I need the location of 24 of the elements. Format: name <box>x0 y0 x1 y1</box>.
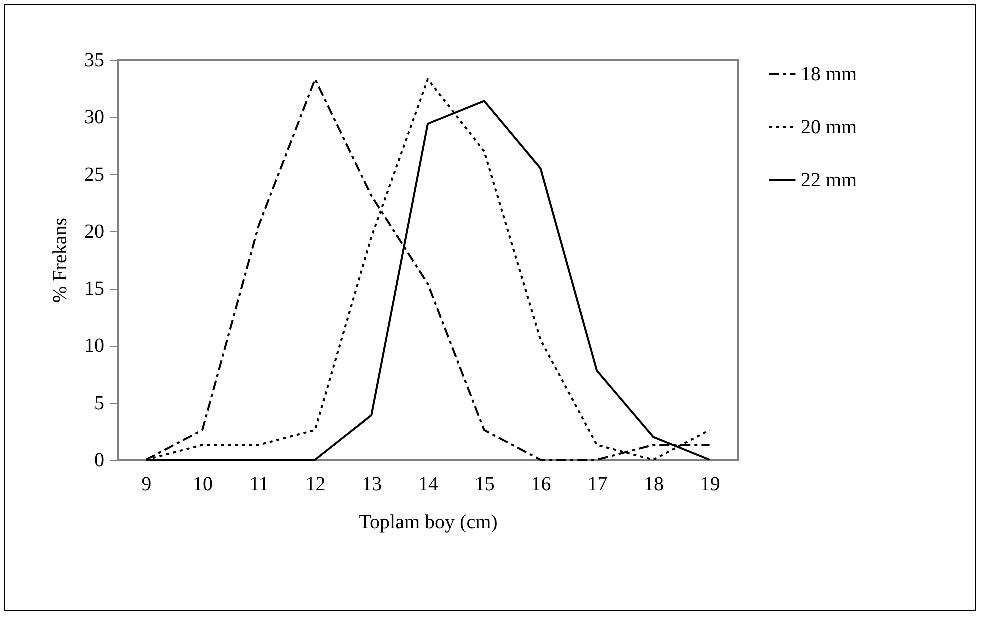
x-tick-label: 10 <box>193 474 214 496</box>
x-tick-label: 17 <box>588 474 608 496</box>
y-tick-label: 20 <box>84 220 104 243</box>
legend-label: 18 mm <box>801 64 858 86</box>
y-tick-label: 35 <box>84 50 104 72</box>
y-tick-label: 15 <box>84 278 104 300</box>
y-tick-label: 5 <box>94 392 104 414</box>
x-tick-label: 14 <box>418 474 438 496</box>
y-tick-label: 25 <box>84 164 104 186</box>
x-tick-label: 19 <box>700 474 720 496</box>
x-axis-title: Toplam boy (cm) <box>359 512 498 534</box>
x-tick-label: 15 <box>474 474 495 496</box>
y-tick-label: 0 <box>94 450 104 472</box>
x-tick-label: 12 <box>306 474 326 496</box>
x-tick-label: 18 <box>644 474 664 496</box>
y-tick-label: 30 <box>84 106 104 129</box>
legend-label: 22 mm <box>801 170 858 192</box>
x-tick-label: 11 <box>250 474 270 496</box>
x-tick-label: 16 <box>531 474 552 496</box>
x-tick-label: 13 <box>362 474 382 496</box>
legend-label: 20 mm <box>801 116 858 138</box>
y-tick-label: 10 <box>84 335 104 358</box>
y-axis-title: % Frekans <box>50 218 72 303</box>
x-tick-label: 9 <box>142 474 152 496</box>
